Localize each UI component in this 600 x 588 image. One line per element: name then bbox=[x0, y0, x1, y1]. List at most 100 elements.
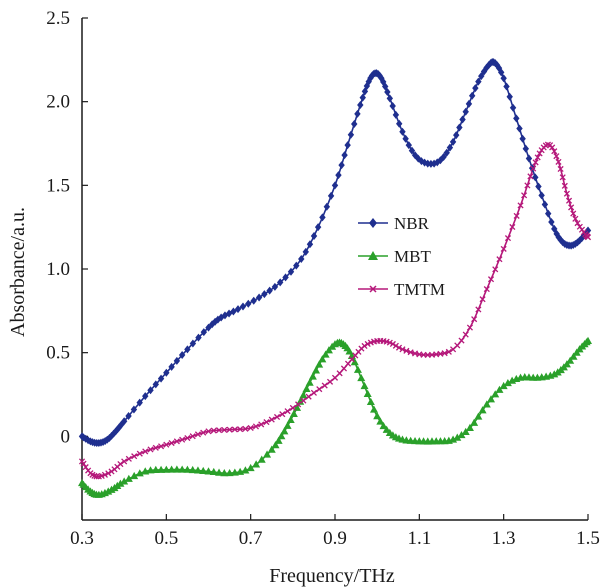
data-point-tmtm bbox=[392, 342, 399, 349]
data-point-tmtm bbox=[559, 174, 566, 181]
data-point-tmtm bbox=[395, 344, 403, 351]
data-point-tmtm bbox=[504, 235, 512, 242]
data-point-mbt bbox=[220, 468, 229, 477]
data-point-mbt bbox=[274, 436, 283, 444]
data-point-tmtm bbox=[572, 215, 579, 222]
data-point-mbt bbox=[241, 466, 250, 474]
data-point-mbt bbox=[120, 477, 129, 485]
data-point-mbt bbox=[465, 423, 474, 431]
data-point-nbr bbox=[405, 141, 412, 150]
data-point-nbr bbox=[503, 82, 510, 91]
data-point-nbr bbox=[462, 107, 469, 116]
data-point-mbt bbox=[569, 352, 578, 360]
data-point-mbt bbox=[449, 435, 458, 443]
data-point-mbt bbox=[280, 427, 289, 435]
data-point-mbt bbox=[246, 463, 255, 472]
data-point-nbr bbox=[522, 144, 530, 153]
data-point-nbr bbox=[472, 84, 479, 93]
data-point-mbt bbox=[495, 385, 504, 393]
data-point-tmtm bbox=[80, 460, 87, 467]
legend-label: NBR bbox=[394, 214, 430, 233]
data-point-tmtm bbox=[242, 425, 249, 432]
data-point-tmtm bbox=[445, 348, 452, 355]
data-point-tmtm bbox=[389, 340, 396, 348]
data-point-tmtm bbox=[231, 426, 238, 433]
x-tick-label: 1.3 bbox=[492, 528, 516, 549]
data-point-nbr bbox=[282, 273, 289, 282]
data-point-tmtm bbox=[536, 150, 543, 157]
data-point-tmtm bbox=[364, 340, 371, 348]
data-point-mbt bbox=[482, 400, 491, 408]
data-point-tmtm bbox=[295, 401, 302, 408]
data-point-nbr bbox=[399, 127, 406, 136]
legend-item-mbt: MBT bbox=[358, 247, 431, 266]
data-point-tmtm bbox=[189, 433, 196, 440]
data-point-tmtm bbox=[386, 339, 393, 346]
data-point-nbr bbox=[195, 333, 202, 342]
data-point-nbr bbox=[130, 405, 138, 414]
data-point-tmtm bbox=[513, 212, 520, 219]
data-point-mbt bbox=[370, 405, 379, 413]
data-point-mbt bbox=[172, 465, 181, 473]
data-point-nbr bbox=[157, 374, 165, 383]
data-point-tmtm bbox=[524, 182, 531, 189]
data-point-tmtm bbox=[553, 153, 560, 160]
data-point-nbr bbox=[351, 120, 358, 129]
data-point-mbt bbox=[157, 465, 166, 473]
data-point-tmtm bbox=[527, 173, 534, 180]
data-point-tmtm bbox=[247, 424, 254, 432]
data-point-nbr bbox=[341, 151, 348, 160]
data-point-nbr bbox=[468, 91, 476, 100]
data-point-mbt bbox=[130, 471, 139, 480]
ticks: 0.3 0.5 0.7 0.9 1.1 1.3 1.5 0 0.5 1.0 1.5 2.0 2.5 bbox=[46, 8, 600, 549]
data-point-tmtm bbox=[200, 429, 207, 436]
data-point-nbr bbox=[538, 191, 545, 200]
data-point-tmtm bbox=[316, 386, 323, 393]
data-point-mbt bbox=[321, 350, 330, 358]
data-point-tmtm bbox=[136, 450, 143, 457]
data-point-mbt bbox=[178, 465, 187, 473]
data-point-mbt bbox=[183, 465, 192, 473]
data-point-nbr bbox=[271, 282, 279, 291]
data-point-nbr bbox=[327, 191, 335, 200]
data-point-nbr bbox=[389, 101, 396, 110]
data-point-tmtm bbox=[284, 408, 291, 415]
series-markers bbox=[78, 58, 592, 498]
data-point-mbt bbox=[225, 468, 234, 477]
data-point-tmtm bbox=[226, 426, 233, 433]
data-point-nbr bbox=[456, 123, 463, 132]
data-point-nbr bbox=[386, 94, 394, 103]
data-point-tmtm bbox=[252, 423, 259, 430]
data-point-tmtm bbox=[441, 350, 448, 357]
data-point-nbr bbox=[293, 261, 300, 270]
data-point-tmtm bbox=[305, 393, 312, 400]
data-point-mbt bbox=[503, 378, 512, 387]
data-point-mbt bbox=[474, 412, 483, 420]
data-point-tmtm bbox=[205, 428, 212, 435]
data-point-tmtm bbox=[574, 220, 581, 227]
data-point-tmtm bbox=[147, 446, 154, 453]
data-point-nbr bbox=[331, 181, 339, 190]
data-point-mbt bbox=[151, 465, 160, 474]
data-point-tmtm bbox=[555, 158, 562, 165]
data-point-nbr bbox=[459, 115, 466, 124]
data-point-nbr bbox=[314, 223, 322, 232]
data-point-mbt bbox=[312, 366, 321, 374]
legend-item-nbr: NBR bbox=[358, 214, 430, 233]
data-point-tmtm bbox=[184, 434, 191, 442]
data-point-tmtm bbox=[310, 389, 317, 396]
data-point-tmtm bbox=[105, 470, 112, 477]
data-point-nbr bbox=[178, 351, 186, 360]
data-point-tmtm bbox=[340, 365, 348, 372]
data-point-tmtm bbox=[496, 256, 503, 263]
data-point-nbr bbox=[347, 130, 355, 139]
data-point-mbt bbox=[215, 468, 224, 476]
data-point-nbr bbox=[287, 267, 295, 276]
x-tick-label: 0.5 bbox=[154, 528, 178, 549]
data-point-tmtm bbox=[131, 453, 138, 460]
data-point-mbt bbox=[499, 381, 508, 390]
data-point-nbr bbox=[475, 77, 482, 86]
data-point-nbr bbox=[408, 146, 416, 155]
data-point-nbr bbox=[302, 247, 309, 256]
